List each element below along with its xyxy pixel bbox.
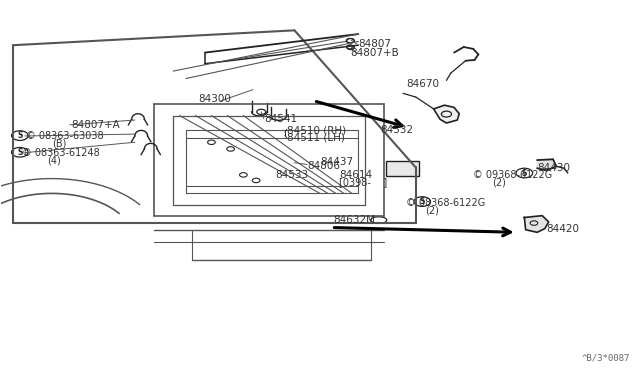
Text: S: S: [17, 131, 22, 140]
Polygon shape: [524, 216, 548, 232]
Text: 84532: 84532: [381, 125, 414, 135]
Text: S: S: [522, 169, 527, 177]
Text: 84533: 84533: [275, 170, 308, 180]
Text: 84300: 84300: [198, 94, 232, 104]
Text: (2): (2): [492, 177, 506, 187]
Text: 84807: 84807: [358, 39, 391, 49]
FancyBboxPatch shape: [386, 161, 419, 176]
Text: 84510 (RH): 84510 (RH): [287, 125, 346, 135]
Text: © 09368-6122G: © 09368-6122G: [473, 170, 552, 180]
Text: © 08363-61248: © 08363-61248: [22, 148, 99, 158]
Text: 84437: 84437: [320, 157, 353, 167]
Text: (2): (2): [426, 205, 439, 215]
Text: 84511 (LH): 84511 (LH): [287, 133, 345, 143]
Text: ^B/3*0087: ^B/3*0087: [581, 353, 630, 362]
Polygon shape: [537, 159, 556, 170]
Text: 84806: 84806: [307, 161, 340, 171]
Text: 84632M: 84632M: [333, 215, 375, 225]
Text: S: S: [419, 197, 425, 206]
Text: 84420: 84420: [547, 224, 580, 234]
Text: 84541: 84541: [264, 114, 297, 124]
Text: 84430: 84430: [537, 163, 570, 173]
Text: [0398-    ]: [0398- ]: [339, 177, 387, 187]
Text: (4): (4): [47, 155, 60, 165]
Text: 84807+A: 84807+A: [71, 120, 120, 130]
Text: 84670: 84670: [406, 79, 439, 89]
Text: 84807+B: 84807+B: [351, 48, 399, 58]
Text: 84614: 84614: [339, 170, 372, 180]
Polygon shape: [434, 105, 460, 123]
Text: © 08368-6122G: © 08368-6122G: [406, 198, 486, 208]
Text: (B): (B): [52, 138, 66, 148]
Text: S: S: [17, 148, 22, 157]
Text: © 08363-63038: © 08363-63038: [26, 131, 104, 141]
